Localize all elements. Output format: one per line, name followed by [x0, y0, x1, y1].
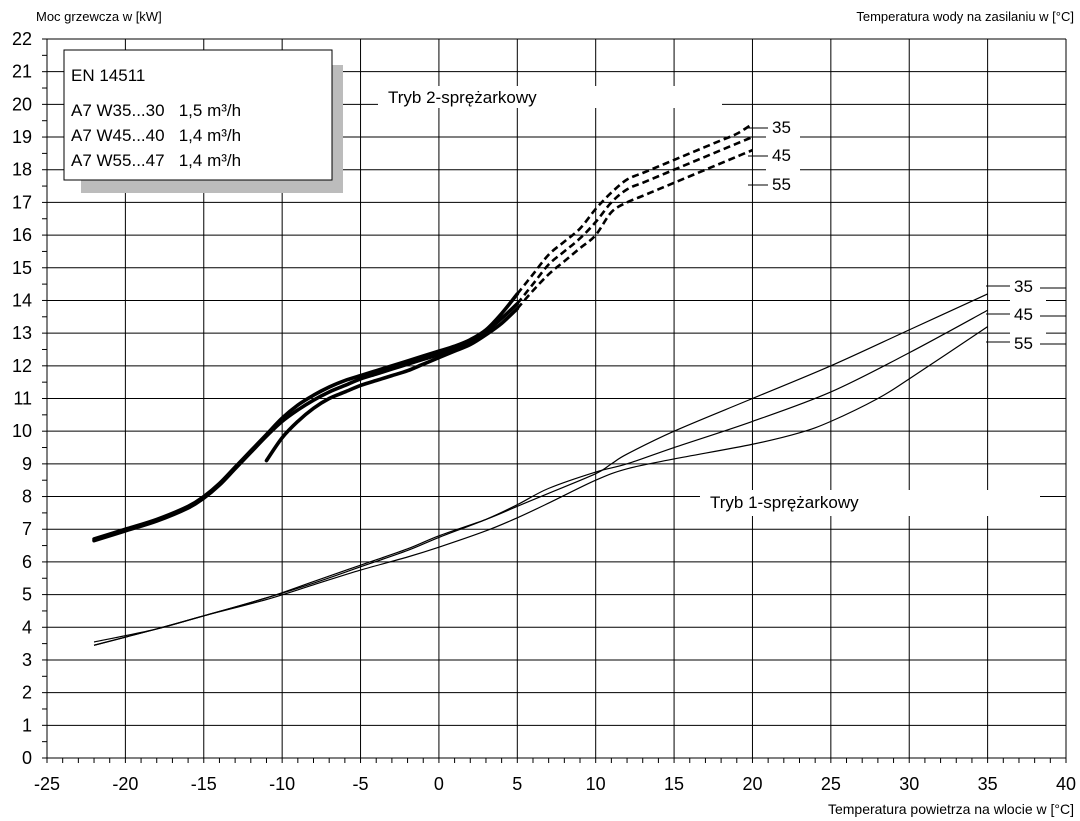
y-tick-label: 14 — [12, 290, 32, 310]
y-tick-label: 21 — [12, 62, 32, 82]
mode2-annotation: Tryb 2-sprężarkowy — [388, 88, 537, 107]
series-line-thick-55 — [264, 306, 520, 463]
mode2-label-45: 45 — [772, 146, 791, 165]
x-tick-label: 10 — [586, 774, 606, 794]
mode1-label-bg — [700, 490, 1040, 516]
y-tick-label: 0 — [22, 748, 32, 768]
x-tick-label: -10 — [269, 774, 295, 794]
y-tick-label: 1 — [22, 715, 32, 735]
y-tick-label: 16 — [12, 225, 32, 245]
x-tick-label: -20 — [112, 774, 138, 794]
series-line-dashed-55 — [516, 148, 753, 310]
x-tick-label: 15 — [664, 774, 684, 794]
y-axis-title: Moc grzewcza w [kW] — [36, 9, 162, 24]
x-tick-label: 25 — [821, 774, 841, 794]
curve-label-leaders — [748, 127, 1066, 345]
y2-axis-title: Temperatura wody na zasilaniu w [°C] — [856, 9, 1074, 24]
y-tick-label: 6 — [22, 552, 32, 572]
mode1-label-55: 55 — [1014, 334, 1033, 353]
x-tick-label: 35 — [978, 774, 998, 794]
y-tick-label: 17 — [12, 192, 32, 212]
x-tick-label: -15 — [191, 774, 217, 794]
legend-title: EN 14511 — [71, 66, 145, 85]
y-tick-label: 10 — [12, 421, 32, 441]
y-tick-label: 11 — [13, 389, 32, 409]
axes: -25 -20 -15 -10 -5 0 5 10 15 20 25 30 35 400123456789… — [12, 29, 1076, 794]
y-tick-label: 8 — [22, 487, 32, 507]
series-line-dashed-45 — [516, 135, 753, 305]
y-tick-label: 19 — [12, 127, 32, 147]
y-tick-label: 12 — [12, 356, 32, 376]
y-tick-label: 20 — [12, 94, 32, 114]
y-tick-label: 5 — [22, 585, 32, 605]
legend-box: EN 14511 A7 W35...30 1,5 m³/h A7 W45...4… — [63, 49, 343, 193]
y-tick-label: 4 — [22, 617, 32, 637]
x-tick-label: -5 — [353, 774, 369, 794]
series-line-thick-45 — [92, 301, 520, 543]
y-tick-label: 15 — [12, 258, 32, 278]
series-line-thin-45 — [93, 309, 988, 646]
legend-row-3: A7 W55...47 1,4 m³/h — [71, 151, 241, 170]
series-line-dashed-35 — [516, 122, 754, 295]
mode2-label-35: 35 — [772, 118, 791, 137]
mode1-label-35: 35 — [1014, 277, 1033, 296]
y-tick-label: 13 — [12, 323, 32, 343]
x-tick-label: 0 — [434, 774, 444, 794]
mode1-label-45: 45 — [1014, 305, 1033, 324]
x-tick-label: 30 — [899, 774, 919, 794]
legend-box-frame — [63, 49, 333, 181]
mode1-annotation: Tryb 1-sprężarkowy — [710, 493, 859, 512]
series-line-thin-55 — [93, 326, 988, 643]
x-tick-label: 5 — [512, 774, 522, 794]
y-tick-label: 22 — [12, 29, 32, 49]
legend-row-1: A7 W35...30 1,5 m³/h — [71, 101, 241, 120]
x-tick-label: 40 — [1056, 774, 1076, 794]
series-line-thin-35 — [93, 293, 988, 646]
y-tick-label: 9 — [22, 454, 32, 474]
series-group — [92, 122, 988, 646]
x-tick-label: 20 — [742, 774, 762, 794]
y-tick-label: 3 — [22, 650, 32, 670]
x-tick-label: -25 — [34, 774, 60, 794]
mode2-label-55: 55 — [772, 175, 791, 194]
y-tick-label: 7 — [22, 519, 32, 539]
y-tick-label: 18 — [12, 160, 32, 180]
x-axis-title: Temperatura powietrza na wlocie w [°C] — [828, 801, 1074, 817]
y-tick-label: 2 — [22, 683, 32, 703]
mode2-labels-bg — [766, 114, 800, 198]
mode2-label-bg — [378, 86, 722, 108]
legend-row-2: A7 W45...40 1,4 m³/h — [71, 126, 241, 145]
